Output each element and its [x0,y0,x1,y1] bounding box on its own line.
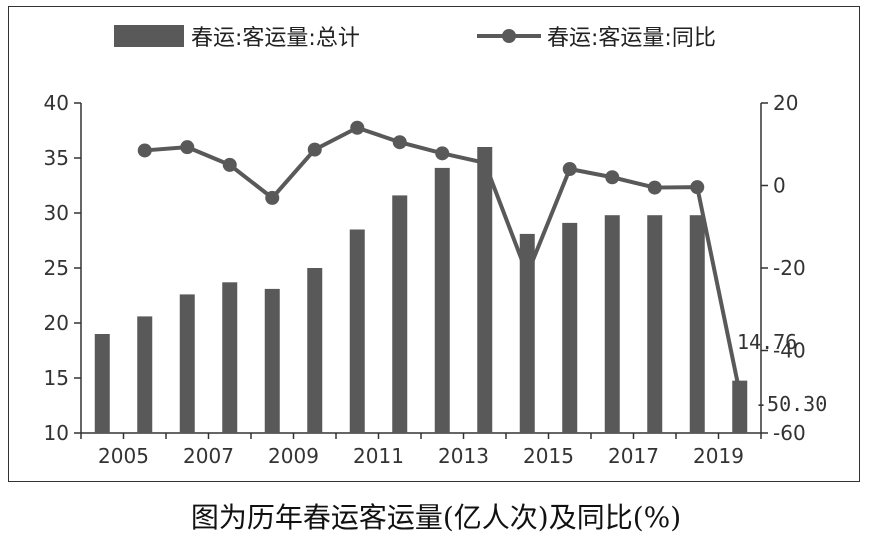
chart-frame: 春运:客运量:总计 春运:客运量:同比 10 15 20 25 30 35 40 20 0 -20… [8,6,860,482]
bar-2016 [562,222,578,433]
x-tick-label: 2005 [98,444,149,468]
legend-line-marker [502,29,516,43]
bar-2009 [264,288,280,433]
bar-2019 [689,215,705,433]
x-tick-label: 2019 [693,444,744,468]
bar-2017 [604,215,620,433]
x-tick-label: 2017 [608,444,659,468]
line-layer [137,120,747,400]
bar-2018 [647,215,663,433]
bar-2005 [94,334,110,433]
bar-2007 [179,294,195,433]
x-tick-label: 2011 [353,444,404,468]
y-right-tick-label: 20 [773,91,798,115]
yoy-point-2009 [265,190,280,205]
yoy-point-2015 [520,267,535,282]
annotation-yoy-2020: -50.30 [755,392,827,416]
y-left-tick-label: 25 [44,256,69,280]
y-left-tick-label: 30 [44,201,69,225]
legend-bar-label: 春运:客运量:总计 [191,26,360,51]
y-left-tick-label: 35 [44,146,69,170]
bar-2011 [349,229,365,433]
annotation-total-2020: 14.76 [737,330,797,354]
yoy-point-2010 [307,142,322,157]
y-left-tick-label: 15 [44,366,69,390]
yoy-point-2017 [605,170,620,185]
yoy-point-2006 [137,143,152,158]
yoy-point-2014 [477,155,492,170]
y-left-tick-label: 20 [44,311,69,335]
y-right-tick-label: -60 [773,421,806,445]
legend: 春运:客运量:总计 春运:客运量:同比 [114,25,716,51]
bar-2014 [477,147,493,433]
bar-2006 [137,316,153,433]
annotations: 14.76 -50.30 [737,330,827,416]
yoy-point-2018 [647,180,662,195]
y-left-tick-label: 10 [44,421,69,445]
yoy-point-2020 [732,385,747,400]
bar-2008 [222,282,238,433]
x-tick-label: 2007 [183,444,234,468]
yoy-point-2013 [435,146,450,161]
x-tick-label: 2009 [268,444,319,468]
yoy-point-2011 [350,120,365,135]
y-right-tick-label: 0 [773,174,786,198]
legend-line-label: 春运:客运量:同比 [547,26,716,51]
y-right-tick-label: -20 [773,256,806,280]
bar-2012 [392,195,408,433]
chart-caption: 图为历年春运客运量(亿人次)及同比(%) [190,501,682,534]
bar-2015 [519,233,535,433]
bar-2010 [307,268,323,433]
yoy-point-2019 [690,180,705,195]
legend-bar-swatch [114,25,184,47]
bar-2013 [434,167,450,433]
y-left-tick-label: 40 [44,91,69,115]
x-tick-label: 2015 [523,444,574,468]
x-tick-label: 2013 [438,444,489,468]
yoy-point-2008 [222,157,237,172]
yoy-point-2016 [562,162,577,176]
bars [94,147,748,433]
yoy-point-2007 [180,140,195,155]
y-right-tick-label: -40 [773,339,806,363]
yoy-point-2012 [392,135,407,150]
chart-svg: 春运:客运量:总计 春运:客运量:同比 10 15 20 25 30 35 40 20 0 -20… [44,25,827,468]
